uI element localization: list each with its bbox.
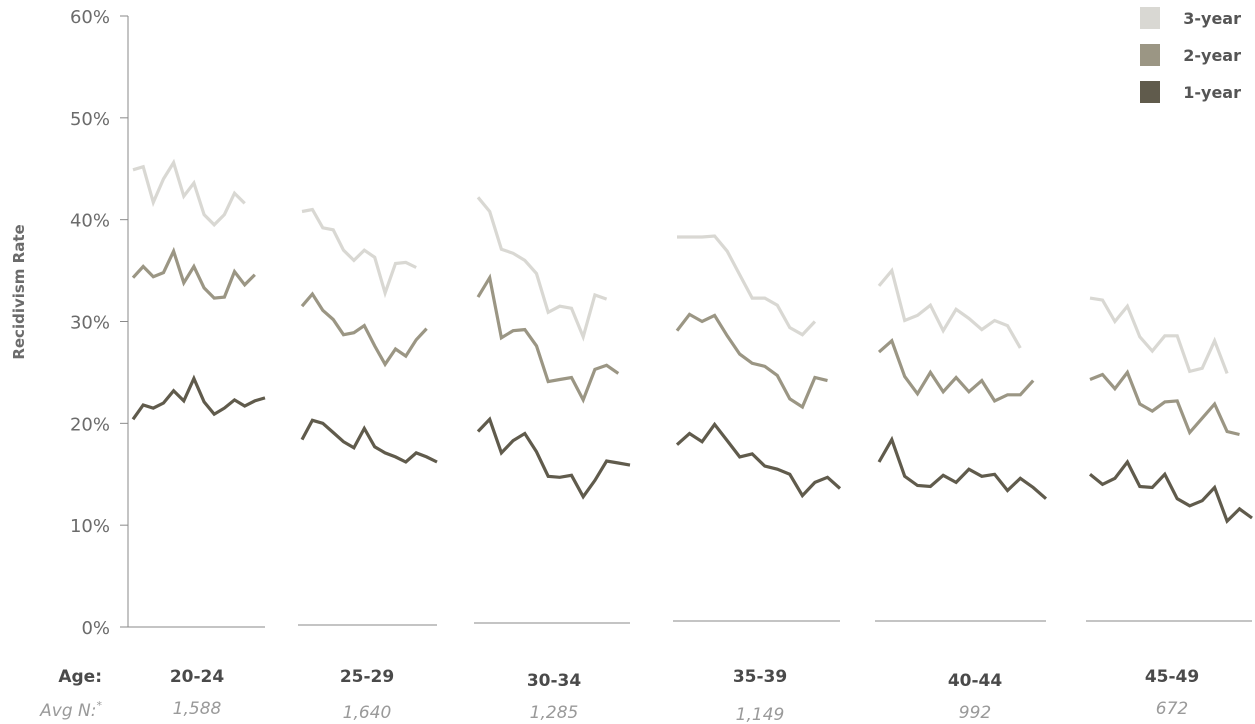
series-line-1-year	[131, 374, 266, 421]
legend-swatch-1-year	[1140, 81, 1160, 103]
y-axis: 0% 10% 20% 30% 40% 50% 60%	[70, 7, 129, 639]
legend-label: 1-year	[1183, 83, 1241, 102]
series-line-1-year	[675, 421, 842, 499]
age-group-label: 30-34	[527, 671, 582, 691]
y-tick-label: 30%	[70, 313, 110, 334]
y-tick-label: 10%	[70, 516, 110, 537]
age-group-label: 25-29	[340, 667, 394, 687]
avg-n-value: 1,285	[530, 703, 579, 723]
panel-35-39: 35-39 1,149	[673, 234, 842, 724]
bottom-labels: Age: Avg N:*	[39, 667, 102, 721]
series-line-2-year	[675, 312, 828, 410]
age-row-label: Age:	[58, 667, 102, 687]
avg-n-row-label: Avg N:*	[39, 699, 102, 721]
series-line-3-year	[132, 158, 246, 228]
series-line-3-year	[476, 196, 608, 342]
panel-40-44: 40-44 992	[875, 267, 1048, 723]
y-tick-label: 0%	[81, 618, 110, 639]
legend-swatch-2-year	[1140, 44, 1160, 66]
avg-n-label-text: Avg N:	[39, 701, 96, 721]
panel-45-49: 45-49 672	[1086, 296, 1253, 719]
series-line-2-year	[1089, 369, 1240, 437]
avg-n-value: 1,588	[173, 699, 222, 719]
avg-n-value: 672	[1156, 699, 1188, 719]
series-line-1-year	[476, 416, 631, 500]
avg-n-value: 1,640	[343, 703, 392, 723]
y-tick-label: 50%	[70, 109, 110, 130]
avg-n-value: 992	[959, 703, 991, 723]
series-line-2-year	[131, 246, 256, 300]
y-tick-label: 40%	[70, 211, 110, 232]
series-line-2-year	[877, 338, 1035, 403]
avg-n-footnote-mark: *	[97, 699, 103, 712]
series-line-3-year	[677, 234, 817, 337]
avg-n-value: 1,149	[736, 705, 785, 724]
series-line-1-year	[1088, 459, 1253, 524]
series-line-2-year	[300, 291, 428, 368]
series-line-3-year	[877, 267, 1022, 349]
series-line-1-year	[300, 418, 438, 464]
legend-swatch-3-year	[1140, 7, 1160, 29]
age-group-label: 45-49	[1145, 667, 1199, 687]
age-group-label: 35-39	[733, 667, 787, 687]
panel-25-29: 25-29 1,640	[298, 207, 438, 723]
series-line-1-year	[877, 435, 1048, 500]
legend-label: 3-year	[1183, 9, 1241, 28]
series-line-3-year	[301, 207, 417, 299]
age-group-label: 20-24	[170, 667, 225, 687]
y-tick-label: 20%	[70, 414, 110, 435]
series-line-3-year	[1089, 296, 1229, 374]
panel-30-34: 30-34 1,285	[474, 196, 631, 723]
legend-label: 2-year	[1183, 46, 1241, 65]
y-tick-label: 60%	[70, 7, 110, 28]
chart-panels: 20-24 1,588 25-29 1,640 30-34 1,285 35-39 1,149…	[128, 158, 1253, 724]
panel-20-24: 20-24 1,588	[128, 158, 266, 719]
age-group-label: 40-44	[948, 671, 1003, 691]
series-line-2-year	[476, 273, 620, 404]
y-axis-label: Recidivism Rate	[10, 224, 28, 359]
legend: 3-year 2-year 1-year	[1140, 7, 1241, 103]
